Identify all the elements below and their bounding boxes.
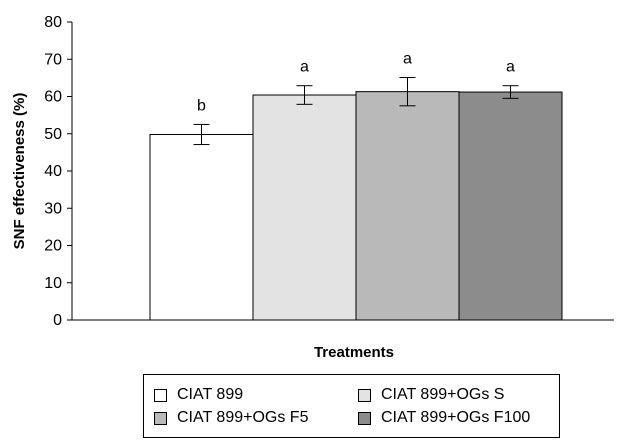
bar-chart: 0 10 20 30 40 50 60 70 80 b a a a SNF effectiveness…: [11, 14, 614, 361]
legend-swatch: [358, 411, 371, 425]
legend: CIAT 899 CIAT 899+OGs S CIAT 899+OGs F5 …: [143, 374, 560, 438]
y-axis: 0 10 20 30 40 50 60 70 80: [44, 14, 73, 329]
y-tick-label: 0: [53, 312, 62, 329]
significance-letter: a: [506, 59, 515, 76]
y-tick-label: 60: [44, 89, 62, 106]
legend-item: CIAT 899: [154, 384, 243, 406]
legend-label: CIAT 899+OGs S: [381, 386, 505, 403]
y-tick-label: 40: [44, 163, 62, 180]
legend-item: CIAT 899+OGs F100: [358, 407, 530, 429]
error-bars: [193, 77, 519, 146]
legend-label: CIAT 899+OGs F5: [177, 409, 309, 426]
y-tick-label: 70: [44, 51, 62, 68]
y-tick-label: 20: [44, 238, 62, 255]
bars: [149, 91, 563, 321]
bar: [252, 94, 357, 321]
legend-item: CIAT 899+OGs F5: [154, 407, 308, 429]
y-tick-label: 10: [44, 275, 62, 292]
legend-swatch: [154, 388, 167, 402]
y-tick-label: 50: [44, 126, 62, 143]
significance-letters: b a a a: [197, 51, 515, 115]
legend-swatch: [154, 411, 167, 425]
y-tick-label: 30: [44, 200, 62, 217]
bar: [458, 91, 563, 321]
legend-label: CIAT 899: [177, 386, 244, 403]
legend-label: CIAT 899+OGs F100: [381, 409, 531, 426]
significance-letter: a: [403, 51, 412, 68]
y-axis-title: SNF effectiveness (%): [11, 93, 28, 250]
legend-swatch: [358, 388, 371, 402]
legend-item: CIAT 899+OGs S: [358, 384, 504, 406]
significance-letter: b: [197, 97, 206, 114]
bar: [149, 133, 254, 321]
bar: [355, 91, 460, 321]
x-axis-title: Treatments: [314, 344, 394, 361]
y-tick-label: 80: [44, 14, 62, 31]
significance-letter: a: [300, 59, 309, 76]
